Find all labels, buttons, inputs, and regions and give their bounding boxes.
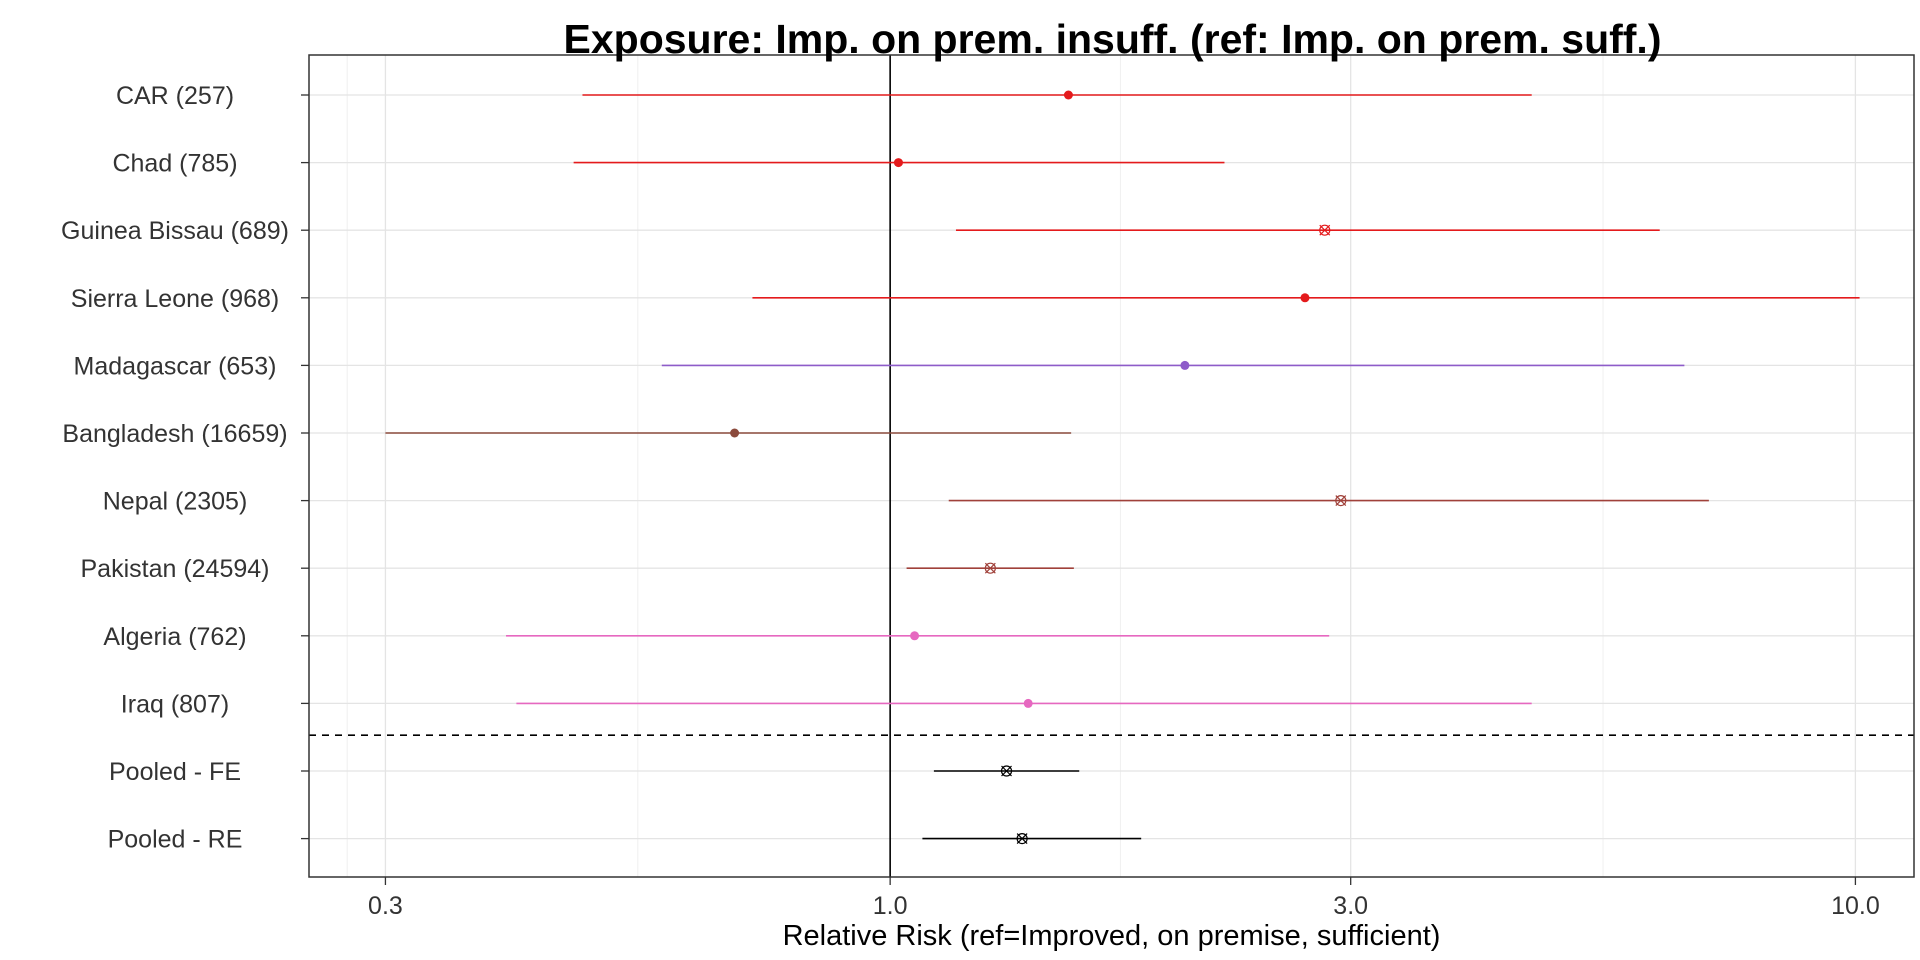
row-label: Bangladesh (16659)	[62, 420, 287, 448]
row-label: Madagascar (653)	[74, 352, 277, 380]
point-estimate	[910, 631, 920, 641]
x-tick-label: 10.0	[1831, 892, 1880, 920]
chart-title: Exposure: Imp. on prem. insuff. (ref: Im…	[564, 16, 1662, 62]
grid	[309, 55, 1914, 877]
point-estimate	[1335, 495, 1347, 507]
point-estimate	[1180, 360, 1190, 370]
x-axis-title: Relative Risk (ref=Improved, on premise,…	[783, 920, 1441, 952]
point-estimate	[1016, 832, 1028, 845]
estimate-cross	[1335, 495, 1347, 507]
estimate-circle	[1016, 832, 1028, 845]
point-estimate	[893, 158, 903, 168]
point-estimate	[1063, 90, 1073, 100]
x-axis: 0.3 1.0 3.0 10.0	[301, 94, 1880, 920]
estimate-circle	[984, 562, 996, 574]
row-labels: CAR (257) Chad (785) Guinea Bissau (689) Si…	[61, 82, 289, 854]
estimate-circle	[1335, 495, 1347, 507]
row-label: Nepal (2305)	[103, 488, 248, 516]
estimate-circle	[1319, 224, 1331, 236]
estimate-circle	[1000, 765, 1013, 777]
point-estimate	[1300, 293, 1310, 303]
point-estimate	[1000, 765, 1013, 777]
row-label: Guinea Bissau (689)	[61, 217, 289, 245]
panel-border	[308, 54, 1915, 878]
row-label: CAR (257)	[116, 82, 234, 110]
row-label: Algeria (762)	[103, 623, 246, 651]
estimate-cross	[1319, 224, 1331, 236]
estimate-cross	[1001, 765, 1012, 777]
row-label: Sierra Leone (968)	[71, 285, 279, 313]
row-label: Pooled - RE	[108, 826, 243, 854]
point-estimate	[1023, 698, 1033, 708]
estimate-cross	[1016, 833, 1028, 845]
row-label: Chad (785)	[112, 150, 237, 178]
point-estimate	[984, 562, 996, 574]
x-tick-label: 3.0	[1333, 892, 1368, 920]
point-estimate	[1319, 224, 1331, 236]
row-label: Iraq (807)	[121, 690, 229, 718]
x-tick-label: 1.0	[873, 892, 908, 920]
x-tick-label: 0.3	[368, 892, 403, 920]
row-label: Pakistan (24594)	[80, 555, 269, 583]
estimate-cross	[984, 562, 996, 574]
row-label: Pooled - FE	[109, 758, 241, 786]
data-marks	[309, 55, 1914, 877]
point-estimate	[730, 428, 740, 438]
